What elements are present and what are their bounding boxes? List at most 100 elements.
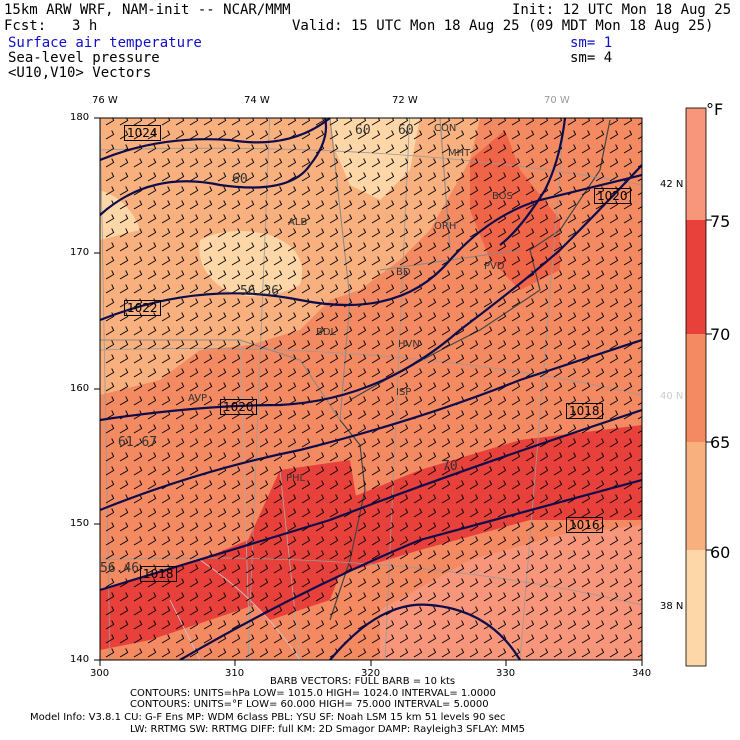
wind-barb <box>637 374 642 378</box>
wind-barb <box>245 172 255 182</box>
wind-barb <box>371 634 381 644</box>
wind-barb <box>189 368 199 378</box>
wind-barb <box>553 382 563 392</box>
wind-barb <box>217 228 227 238</box>
wind-barb <box>553 186 563 196</box>
wind-barb <box>413 340 423 350</box>
wind-barb <box>525 648 535 658</box>
wind-barb <box>469 368 479 378</box>
wind-barb <box>203 606 213 616</box>
wind-barb <box>287 270 297 280</box>
wind-barb <box>427 214 437 224</box>
wind-barb <box>189 494 199 504</box>
wind-barb <box>483 592 493 602</box>
wind-barb <box>315 536 325 546</box>
wind-barb <box>385 118 395 126</box>
wind-barb <box>371 158 381 168</box>
wind-barb <box>259 118 269 126</box>
wind-barb <box>119 172 129 182</box>
wind-barb <box>525 228 535 238</box>
wind-barb <box>483 452 493 462</box>
wind-barb <box>427 648 437 658</box>
wind-barb <box>315 480 325 490</box>
wind-barb <box>329 144 339 154</box>
wind-barb <box>301 620 311 630</box>
wind-barb <box>539 130 549 140</box>
wind-barb <box>413 634 423 644</box>
isobar-label-1020-ne: 1020 <box>594 188 631 204</box>
wind-barb <box>385 634 395 644</box>
wind-barb <box>427 340 437 350</box>
wind-barb <box>525 298 535 308</box>
wind-barb <box>469 410 479 420</box>
wind-barb <box>203 354 213 364</box>
wind-barb <box>175 522 185 532</box>
isobar-label-1020: 1020 <box>220 399 257 415</box>
wind-barb <box>147 578 157 588</box>
wind-barb <box>315 326 325 336</box>
wind-barb <box>329 480 339 490</box>
wind-barb <box>609 242 619 252</box>
wind-barb <box>581 494 591 504</box>
wind-barb <box>315 172 325 182</box>
wind-barb <box>595 494 605 504</box>
wind-barb <box>105 452 115 462</box>
wind-barb <box>105 312 115 322</box>
wind-barb <box>175 410 185 420</box>
wind-barb <box>147 396 157 406</box>
wind-barb <box>525 186 535 196</box>
wind-barb <box>259 382 269 392</box>
colorbar-label-60: 60 <box>710 543 731 562</box>
wind-barb <box>231 172 241 182</box>
wind-barb <box>343 326 353 336</box>
wind-barb <box>399 396 409 406</box>
wind-barb <box>511 118 521 126</box>
wind-barb <box>497 508 507 518</box>
wind-barb <box>329 242 339 252</box>
wind-barb <box>455 130 465 140</box>
wind-barb <box>301 144 311 154</box>
wind-barb <box>147 354 157 364</box>
wind-barb <box>259 214 269 224</box>
wind-barb <box>273 130 283 140</box>
wind-barb <box>623 438 633 448</box>
wind-barb <box>329 508 339 518</box>
wind-barb <box>637 570 642 574</box>
wind-barb <box>287 312 297 322</box>
wind-barb <box>161 354 171 364</box>
wind-barb <box>427 368 437 378</box>
wind-barb <box>609 200 619 210</box>
place-bd: BD <box>396 267 411 278</box>
wind-barb <box>511 130 521 140</box>
wind-barb <box>245 118 255 126</box>
wind-barb <box>511 172 521 182</box>
wind-barb <box>469 298 479 308</box>
wind-barb <box>595 480 605 490</box>
wind-barb <box>441 214 451 224</box>
wind-barb <box>161 144 171 154</box>
wind-barb <box>161 522 171 532</box>
wind-barb <box>273 326 283 336</box>
wind-barb <box>301 214 311 224</box>
place-isp: ISP <box>396 387 412 398</box>
wind-barb <box>413 508 423 518</box>
wind-barb <box>623 480 633 490</box>
wind-barb <box>203 228 213 238</box>
wind-barb <box>455 312 465 322</box>
wind-barb <box>455 382 465 392</box>
wind-barb <box>371 118 381 126</box>
wind-barb <box>413 424 423 434</box>
wind-barb <box>637 598 642 602</box>
wind-barb <box>329 118 339 126</box>
wind-barb <box>385 186 395 196</box>
wind-barb <box>553 508 563 518</box>
wind-barb <box>441 424 451 434</box>
wind-barb <box>455 410 465 420</box>
wind-barb <box>609 578 619 588</box>
wind-barb <box>357 228 367 238</box>
wind-barb <box>329 564 339 574</box>
wind-barb <box>217 578 227 588</box>
wind-barb <box>343 522 353 532</box>
wind-barb <box>511 494 521 504</box>
